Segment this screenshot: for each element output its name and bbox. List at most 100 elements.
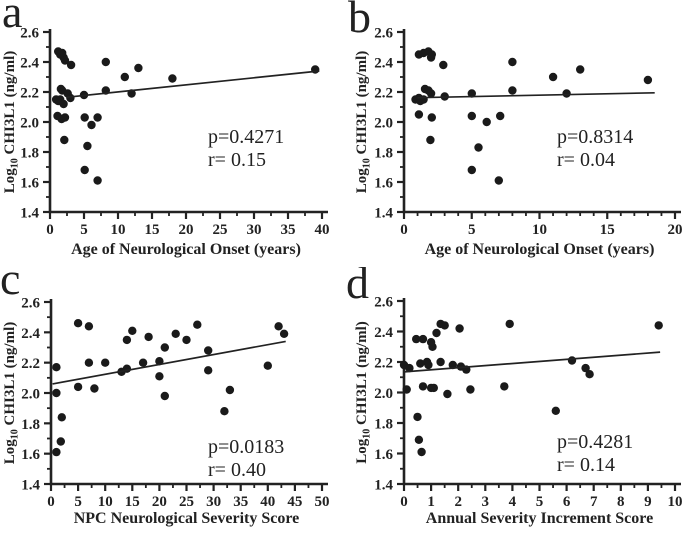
data-point <box>402 385 411 394</box>
data-point <box>80 113 89 122</box>
regression-line <box>417 91 655 99</box>
data-point <box>412 334 421 344</box>
y-tick-label: 1.8 <box>374 146 393 162</box>
data-point <box>443 389 452 399</box>
x-tick-label: 15 <box>600 222 615 238</box>
data-point <box>182 335 191 345</box>
data-point <box>414 435 424 444</box>
y-tick-label: 2.4 <box>374 325 393 341</box>
data-point <box>60 135 69 145</box>
x-tick-label: 10 <box>98 494 113 510</box>
data-point <box>160 343 169 352</box>
x-tick-label: 10 <box>111 222 126 238</box>
y-axis-title: Log10 CHI3L1 (ng/ml) <box>2 322 21 465</box>
x-tick-label: 40 <box>260 494 275 510</box>
y-tick-label: 2.0 <box>374 386 393 402</box>
y-tick-label: 1.6 <box>374 176 393 192</box>
data-point <box>56 437 65 446</box>
data-point <box>500 382 509 391</box>
x-tick-label: 10 <box>668 494 683 510</box>
y-tick-label: 1.4 <box>20 206 39 222</box>
data-point <box>414 110 424 119</box>
data-point <box>417 447 426 457</box>
chart-c: 1.4 1.6 1.8 2.0 2.2 2.4 2.6 0 5 10 15 20 25 30 35 40 45 5… <box>0 267 330 527</box>
y-tick-label: 1.4 <box>21 478 40 494</box>
panel-d: 1.4 1.6 1.8 2.0 2.2 2.4 2.6 0 1 2 3 4 5 6 7 8 9 10 p=0.428… <box>342 267 685 535</box>
data-point <box>120 72 129 82</box>
x-tick-label: 4 <box>509 494 517 510</box>
y-axis-title: Log10 CHI3L1 (ng/ml) <box>2 51 21 194</box>
x-tick-label: 20 <box>668 222 683 238</box>
data-point <box>73 319 83 328</box>
x-tick-label: 0 <box>47 494 55 510</box>
data-point <box>643 75 653 85</box>
data-point <box>448 360 457 370</box>
data-point <box>204 366 213 375</box>
x-tick-label: 25 <box>213 222 228 238</box>
x-tick-label: 1 <box>427 494 435 510</box>
y-axis-title: Log10 CHI3L1 (ng/ml) <box>354 321 373 464</box>
data-point <box>508 86 517 95</box>
data-point <box>171 329 180 338</box>
x-axis-title: NPC Neurological Severity Score <box>74 510 300 527</box>
data-point <box>436 357 445 367</box>
data-point <box>193 320 202 329</box>
data-point <box>426 89 436 98</box>
p-value-label: p=0.4271 <box>208 126 284 148</box>
data-point <box>59 99 68 109</box>
y-tick-label: 2.6 <box>20 26 39 42</box>
data-point <box>427 113 436 122</box>
y-tick-label: 2.0 <box>20 116 39 132</box>
x-tick-label: 15 <box>125 494 140 510</box>
y-tick-label: 2.0 <box>374 116 393 132</box>
data-point <box>122 335 132 345</box>
y-tick-label: 2.2 <box>20 86 39 102</box>
x-tick-label: 3 <box>482 494 490 510</box>
y-tick-label: 2.0 <box>21 387 40 403</box>
data-point <box>440 321 449 330</box>
panel-letter-a: a <box>2 0 22 37</box>
data-point <box>101 57 111 67</box>
data-point <box>585 370 594 379</box>
data-point <box>220 407 229 416</box>
data-point <box>428 342 437 351</box>
x-tick-label: 45 <box>287 494 302 510</box>
data-point <box>429 383 438 393</box>
axes <box>402 29 681 214</box>
data-point <box>274 322 283 331</box>
data-point <box>551 406 560 415</box>
y-axis-title: Log10 CHI3L1 (ng/ml) <box>354 51 373 194</box>
data-point <box>494 176 503 185</box>
y-tick-label: 2.6 <box>374 295 393 311</box>
y-tick-label: 1.8 <box>21 417 40 433</box>
data-point <box>505 319 514 329</box>
data-point <box>93 176 102 185</box>
y-tick-label: 2.6 <box>374 26 393 42</box>
x-tick-label: 20 <box>179 222 194 238</box>
data-point <box>654 321 663 330</box>
data-point <box>467 111 476 121</box>
data-point <box>548 72 558 82</box>
x-tick-label: 35 <box>281 222 296 238</box>
data-point <box>90 384 99 393</box>
x-tick-label: 5 <box>536 494 544 510</box>
x-tick-label: 5 <box>74 494 82 510</box>
x-axis-title: Age of Neurological Onset (years) <box>425 241 655 258</box>
x-tick-label: 35 <box>233 494 248 510</box>
x-tick-label: 30 <box>247 222 262 238</box>
data-point <box>225 385 235 395</box>
data-point <box>87 120 96 130</box>
regression-line <box>52 340 286 385</box>
data-point <box>128 326 137 335</box>
panel-a: 1.4 1.6 1.8 2.0 2.2 2.4 2.6 0 5 10 15 20 25 30 35 40 p=0… <box>0 0 343 268</box>
data-point <box>279 329 289 338</box>
data-point <box>80 165 89 175</box>
data-point <box>467 89 476 98</box>
y-tick-label: 1.6 <box>21 447 40 463</box>
data-point <box>155 372 164 381</box>
chart-b: 1.4 1.6 1.8 2.0 2.2 2.4 2.6 0 5 10 15 20 p=0.8314r= … <box>348 0 683 258</box>
panel-letter-b: b <box>348 0 371 42</box>
data-point <box>413 412 422 422</box>
y-tick-label: 2.2 <box>374 356 393 372</box>
data-point <box>562 89 571 98</box>
